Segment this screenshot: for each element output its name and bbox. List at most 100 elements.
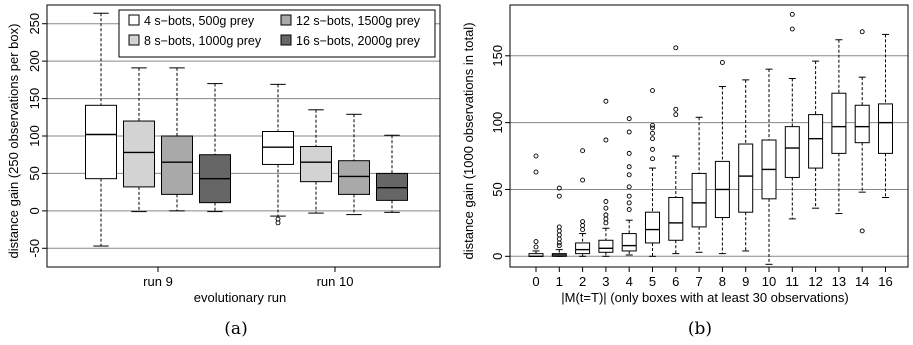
caption-a: (a) bbox=[224, 319, 247, 339]
box-5 bbox=[645, 88, 660, 257]
outlier-point bbox=[789, 26, 795, 32]
legend-swatch bbox=[128, 14, 140, 26]
iqr-box bbox=[854, 104, 870, 144]
box-0 bbox=[528, 153, 544, 258]
plot-frame-b bbox=[509, 4, 909, 268]
y-tick-label: 150 bbox=[27, 88, 42, 110]
iqr-box bbox=[621, 233, 637, 252]
legend-label: 16 s−bots, 2000g prey bbox=[296, 34, 421, 48]
y-tick-label: 50 bbox=[27, 166, 42, 180]
box-13 bbox=[831, 39, 847, 215]
outlier-point bbox=[673, 112, 679, 118]
legend-swatch bbox=[280, 14, 292, 26]
box-14 bbox=[854, 29, 870, 234]
y-axis-a: -50 0 50 100 150 200 250 bbox=[27, 13, 47, 258]
outlier-point bbox=[603, 98, 609, 104]
outlier-point bbox=[626, 150, 632, 156]
x-axis-b: 0 1 2 3 4 5 6 7 8 9 10 11 12 13 14 16 bbox=[532, 267, 893, 289]
y-tick-label: 50 bbox=[490, 182, 505, 196]
x-tick-label: 9 bbox=[742, 274, 749, 289]
y-tick-label: 200 bbox=[27, 50, 42, 72]
y-tick-label: -50 bbox=[27, 239, 42, 258]
x-tick-label: 8 bbox=[719, 274, 726, 289]
outlier-point bbox=[650, 146, 655, 152]
box-2-0 bbox=[161, 67, 193, 212]
legend-label: 12 s−bots, 1500g prey bbox=[296, 14, 421, 28]
outlier-point bbox=[533, 239, 539, 245]
outlier-point bbox=[719, 60, 725, 65]
outlier-point bbox=[603, 199, 609, 204]
x-axis-a: run 9 run 10 bbox=[143, 267, 353, 289]
iqr-box bbox=[161, 135, 193, 195]
box-9 bbox=[738, 79, 754, 252]
y-tick-label: 0 bbox=[27, 207, 42, 214]
y-axis-b: 0 50 100 150 bbox=[490, 45, 510, 260]
outlier-point bbox=[533, 169, 539, 175]
x-tick-label: 16 bbox=[878, 274, 892, 289]
outlier-point bbox=[556, 240, 562, 246]
x-tick-label: 1 bbox=[556, 274, 563, 289]
outlier-point bbox=[580, 223, 586, 229]
outlier-point bbox=[626, 207, 632, 212]
x-tick-label: 12 bbox=[808, 274, 822, 289]
y-tick-label: 100 bbox=[27, 125, 42, 147]
outlier-point bbox=[556, 243, 562, 249]
outlier-point bbox=[650, 136, 655, 142]
y-axis-label-b: distance gain (1000 observations in tota… bbox=[461, 22, 476, 259]
iqr-box bbox=[123, 120, 155, 188]
iqr-box bbox=[645, 211, 660, 244]
outlier-point bbox=[533, 153, 539, 159]
boxes-a bbox=[85, 12, 408, 247]
outlier-point bbox=[603, 212, 609, 218]
outlier-point bbox=[603, 216, 609, 222]
box-12 bbox=[808, 60, 824, 209]
x-tick-label: 6 bbox=[672, 274, 679, 289]
y-tick-label: 0 bbox=[490, 253, 505, 260]
x-tick-label: 14 bbox=[855, 274, 869, 289]
outlier-point bbox=[650, 88, 655, 94]
iqr-box bbox=[808, 114, 824, 169]
outlier-point bbox=[556, 185, 562, 191]
iqr-box bbox=[575, 242, 591, 255]
box-16 bbox=[878, 33, 893, 198]
outlier-point bbox=[556, 228, 562, 234]
box-3-1 bbox=[376, 134, 408, 213]
iqr-box bbox=[300, 145, 332, 183]
iqr-box bbox=[784, 126, 800, 178]
outlier-point bbox=[859, 29, 865, 35]
x-tick-label: run 9 bbox=[143, 274, 173, 289]
box-10 bbox=[761, 68, 777, 265]
iqr-box bbox=[691, 172, 707, 228]
box-4 bbox=[621, 116, 637, 256]
y-tick-label: 100 bbox=[490, 112, 505, 134]
outlier-point bbox=[603, 137, 609, 143]
box-2-1 bbox=[338, 113, 370, 216]
legend-label: 4 s−bots, 500g prey bbox=[144, 14, 255, 28]
iqr-box bbox=[85, 104, 117, 180]
caption-b: (b) bbox=[688, 319, 712, 339]
y-tick-label: 250 bbox=[27, 13, 42, 35]
outlier-point bbox=[556, 224, 562, 230]
outlier-point bbox=[533, 244, 539, 250]
outlier-point bbox=[626, 116, 632, 122]
x-tick-label: 13 bbox=[832, 274, 846, 289]
outlier-point bbox=[626, 200, 632, 206]
box-0-0 bbox=[85, 12, 117, 247]
outlier-point bbox=[626, 172, 632, 178]
outlier-point bbox=[650, 156, 655, 162]
outlier-point bbox=[650, 130, 655, 136]
outlier-point bbox=[580, 227, 586, 233]
x-tick-label: run 10 bbox=[317, 274, 354, 289]
outlier-point bbox=[673, 45, 679, 51]
outlier-point bbox=[859, 228, 865, 234]
iqr-box bbox=[338, 160, 370, 195]
box-1-1 bbox=[300, 109, 332, 214]
outlier-point bbox=[603, 220, 609, 226]
x-axis-label-b: |M(t=T)| (only boxes with at least 30 ob… bbox=[561, 290, 848, 305]
outlier-point bbox=[580, 148, 586, 154]
box-1-0 bbox=[123, 67, 155, 213]
outlier-point bbox=[789, 11, 795, 17]
box-8 bbox=[714, 60, 730, 255]
